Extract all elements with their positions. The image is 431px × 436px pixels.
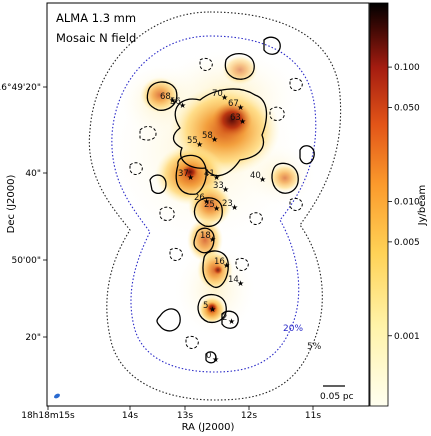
source-marker: ★ [187, 173, 194, 182]
y-axis-title: Dec (J2000) [6, 175, 17, 234]
source-label: 56 [170, 97, 181, 107]
source-label: 63 [230, 113, 241, 123]
axes: 18h18m15s 14s 13s 12s 11s -16°49'20" 40" 50'00"… [0, 83, 321, 421]
source-marker: ★ [222, 185, 229, 194]
x-tick-label: 18h18m15s [21, 411, 75, 421]
source-marker: ★ [203, 197, 210, 206]
source-label: 67 [228, 99, 239, 109]
plot-frame [46, 2, 370, 407]
scale-bar-label: 0.05 pc [320, 392, 354, 402]
source-label: 55 [187, 136, 198, 146]
source-marker: ★ [237, 279, 244, 288]
colorbar-tick-label: 0.050 [394, 104, 420, 114]
source-marker: ★ [179, 101, 186, 110]
source-layer: ★0★2★5★14★16★18★23★25★26★33★37★40★41★55★… [160, 89, 266, 364]
colorbar-label: Jy/beam [417, 185, 428, 227]
source-label: 26 [194, 193, 205, 203]
colorbar-tick-label: 0.001 [394, 332, 420, 342]
source-marker: ★ [228, 317, 235, 326]
emission-contours [146, 36, 315, 364]
x-tick-label: 11s [305, 411, 321, 421]
y-tick-label: 50'00" [11, 256, 41, 266]
source-label: 0 [206, 351, 211, 361]
coverage-label-20: 20% [283, 324, 303, 334]
source-label: 25 [204, 200, 215, 210]
source-label: 40 [250, 171, 261, 181]
source-marker: ★ [211, 135, 218, 144]
source-label: 14 [228, 275, 239, 285]
negative-contours [129, 57, 303, 349]
source-marker: ★ [259, 175, 266, 184]
beam-ellipse [54, 393, 60, 399]
source-label: 37 [178, 169, 189, 179]
source-marker: ★ [209, 235, 216, 244]
x-tick-label: 13s [177, 411, 193, 421]
source-label: 70 [212, 89, 223, 99]
x-tick-label: 14s [122, 411, 138, 421]
panel-title-line-1: ALMA 1.3 mm [56, 11, 136, 25]
source-marker: ★ [213, 204, 220, 213]
colorbar-tick-label: 0.010 [394, 197, 420, 207]
coverage-label-5: 5% [307, 342, 322, 352]
source-label: 23 [222, 199, 233, 209]
source-label: 16 [214, 257, 225, 267]
source-label: 18 [200, 231, 211, 241]
x-tick-label: 12s [241, 411, 257, 421]
source-marker: ★ [223, 261, 230, 270]
source-label: 41 [204, 169, 215, 179]
colorbar-ticks: 0.100 0.050 0.010 0.005 0.001 [388, 63, 420, 342]
colorbar-gradient [369, 2, 389, 407]
y-tick-label: -16°49'20" [0, 83, 41, 93]
panel-title-line-2: Mosaic N field [56, 31, 136, 45]
source-label: 33 [213, 181, 224, 191]
y-tick-label: 20" [25, 333, 41, 343]
source-marker: ★ [221, 93, 228, 102]
source-label: 5 [203, 301, 208, 311]
colorbar: 0.100 0.050 0.010 0.005 0.001 Jy/beam [369, 2, 428, 407]
x-axis-title: RA (J2000) [182, 422, 235, 433]
source-marker: ★ [231, 203, 238, 212]
source-marker: ★ [213, 173, 220, 182]
colorbar-tick-label: 0.100 [394, 63, 420, 73]
source-label: 58 [202, 131, 213, 141]
source-label: 2 [222, 313, 227, 323]
y-tick-label: 40" [25, 169, 41, 179]
source-marker: ★ [239, 117, 246, 126]
source-marker: ★ [209, 305, 216, 314]
coverage-contour-5 [88, 11, 342, 401]
source-label: 68 [160, 92, 171, 102]
source-marker: ★ [169, 96, 176, 105]
map-panel: ★0★2★5★14★16★18★23★25★26★33★37★40★41★55★… [46, 2, 370, 407]
colorbar-tick-label: 0.005 [394, 238, 420, 248]
source-marker: ★ [212, 355, 219, 364]
source-marker: ★ [237, 103, 244, 112]
source-marker: ★ [196, 140, 203, 149]
